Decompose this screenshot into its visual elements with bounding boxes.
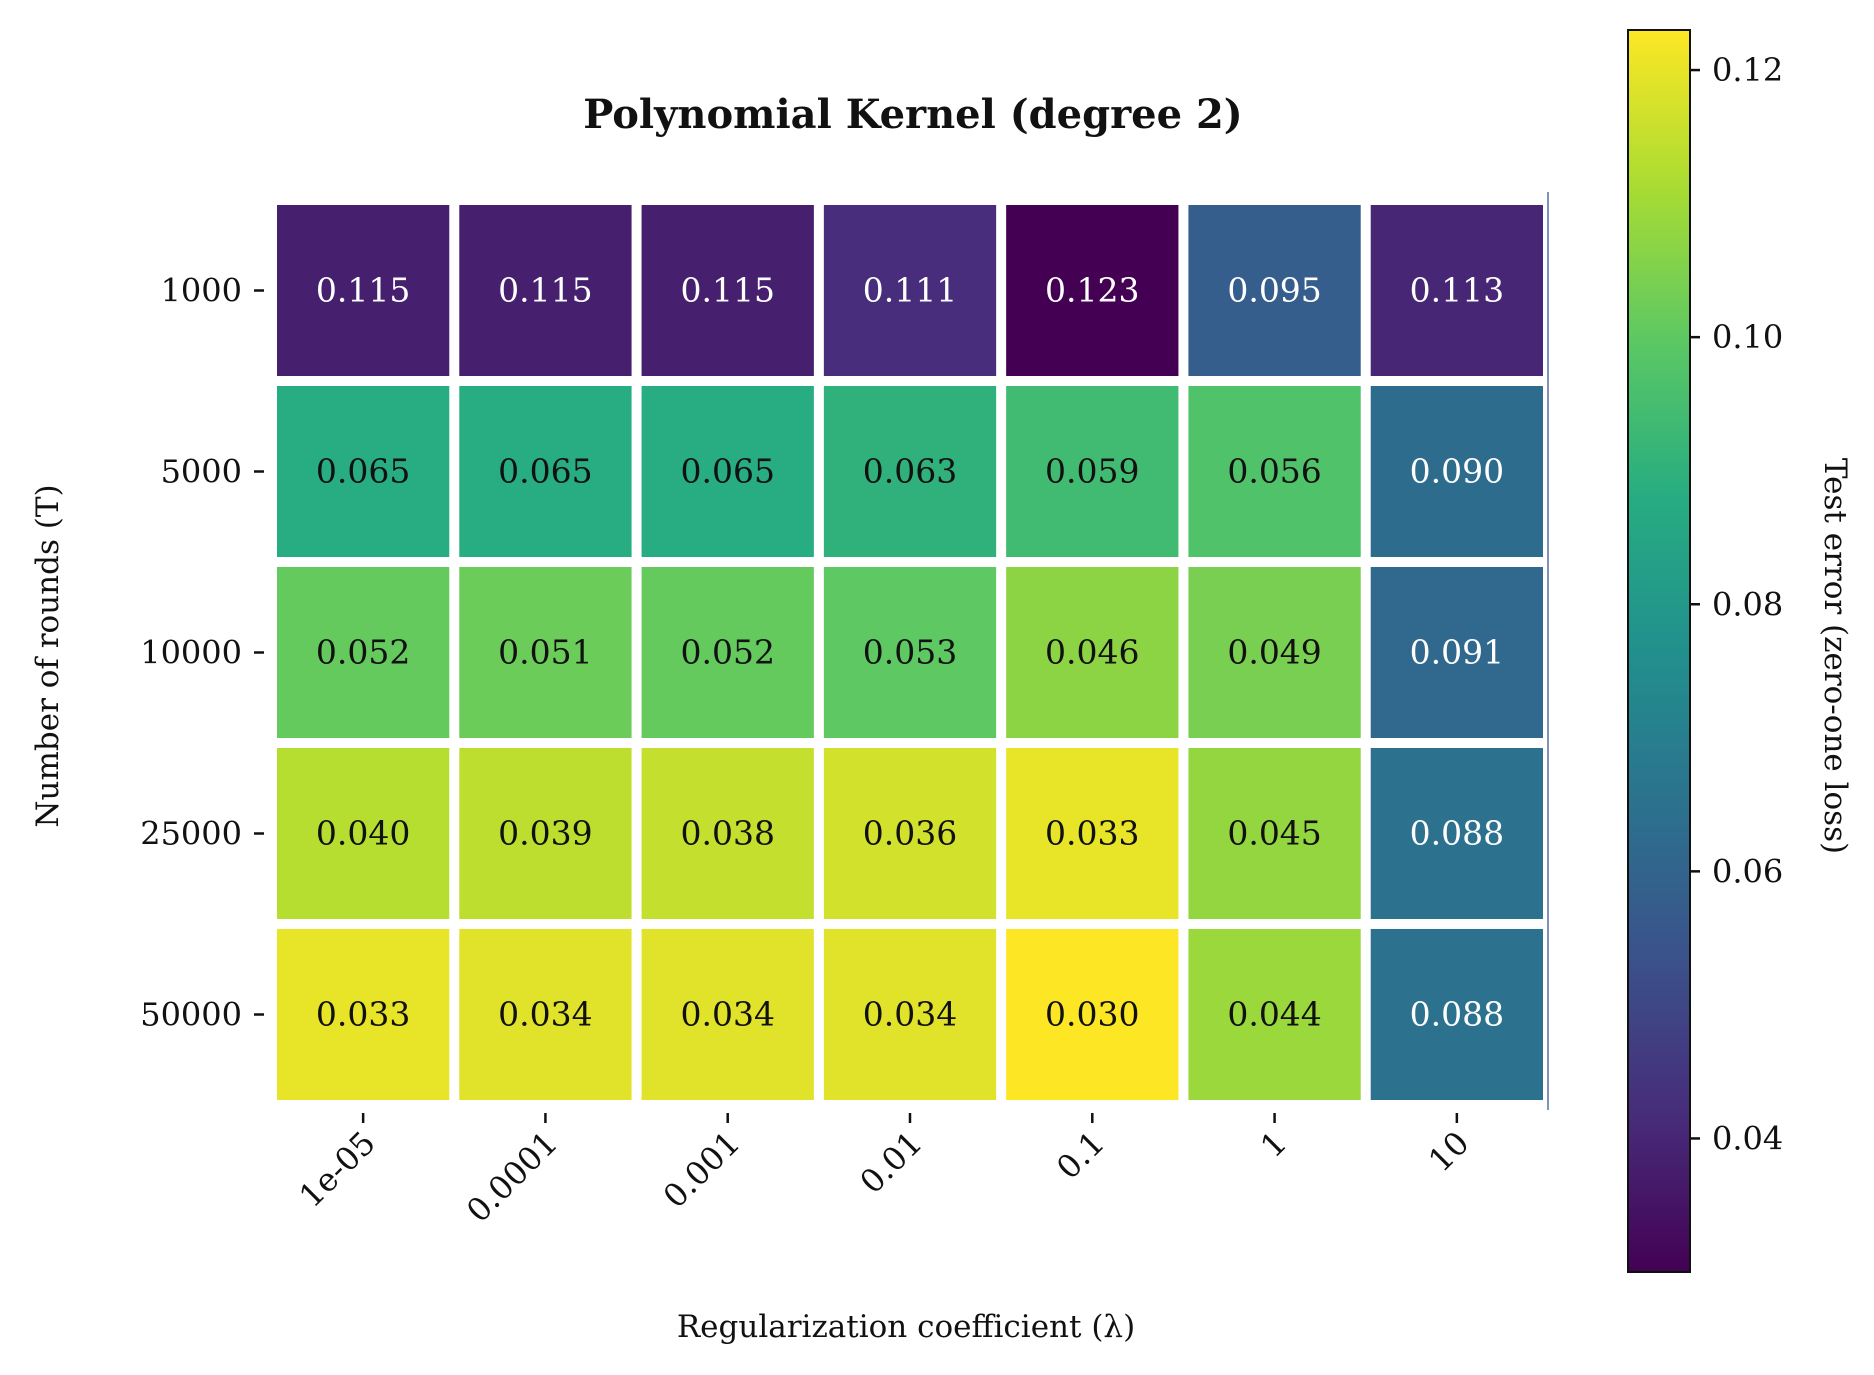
heatmap-cell xyxy=(641,748,814,919)
cell-value-label: 0.038 xyxy=(680,814,774,853)
x-axis: 1e-05 0.0001 0.001 0.01 0.1 1 10 xyxy=(292,1113,1477,1230)
cell-value-label: 0.044 xyxy=(1227,995,1321,1034)
heatmap-cell xyxy=(459,748,632,919)
colorbar-tick-label: 0.08 xyxy=(1712,585,1783,623)
cell-value-label: 0.039 xyxy=(498,814,592,853)
heatmap-cell xyxy=(277,748,450,919)
chart-title: Polynomial Kernel (degree 2) xyxy=(583,91,1242,138)
heatmap-cell xyxy=(459,567,632,738)
cell-value-label: 0.111 xyxy=(863,271,957,310)
colorbar-gradient xyxy=(1627,29,1691,1273)
cell-value-label: 0.065 xyxy=(498,452,592,491)
heatmap-cell xyxy=(641,929,814,1100)
colorbar-ticks: 0.04 0.06 0.08 0.10 0.12 xyxy=(1690,51,1783,1157)
cell-value-label: 0.090 xyxy=(1410,452,1504,491)
colorbar-tick-label: 0.10 xyxy=(1712,318,1783,356)
x-tick-label: 1e-05 xyxy=(292,1124,383,1215)
heatmap-cell xyxy=(1188,386,1361,557)
heatmap-cell xyxy=(459,205,632,376)
cell-value-label: 0.034 xyxy=(863,995,957,1034)
heatmap-cell xyxy=(277,386,450,557)
heatmap-cell xyxy=(459,929,632,1100)
heatmap-cell xyxy=(641,567,814,738)
cell-value-label: 0.033 xyxy=(1045,814,1139,853)
y-tick-label: 1000 xyxy=(161,272,242,310)
cell-value-label: 0.056 xyxy=(1227,452,1321,491)
cell-value-label: 0.088 xyxy=(1410,995,1504,1034)
x-axis-label: Regularization coefficient (λ) xyxy=(677,1309,1135,1345)
heatmap-cell xyxy=(1370,567,1543,738)
cell-value-label: 0.115 xyxy=(316,271,410,310)
heatmap-cell xyxy=(823,567,997,738)
cell-value-label: 0.030 xyxy=(1045,995,1139,1034)
heatmap-cell xyxy=(641,386,814,557)
cell-value-label: 0.059 xyxy=(1045,452,1139,491)
heatmap-cell xyxy=(1006,567,1179,738)
cell-value-label: 0.113 xyxy=(1410,271,1504,310)
colorbar-label: Test error (zero-one loss) xyxy=(1817,458,1853,854)
cell-value-label: 0.065 xyxy=(316,452,410,491)
y-tick-label: 5000 xyxy=(161,453,242,491)
x-tick-label: 0.001 xyxy=(656,1124,748,1216)
x-tick-label: 0.0001 xyxy=(459,1124,565,1230)
y-tick-label: 50000 xyxy=(140,996,242,1034)
y-tick-label: 25000 xyxy=(140,815,242,853)
colorbar-tick-label: 0.12 xyxy=(1712,51,1783,89)
heatmap-cell xyxy=(1188,567,1361,738)
heatmap-cell xyxy=(277,567,450,738)
heatmap-cell xyxy=(1006,205,1179,376)
cell-value-label: 0.033 xyxy=(316,995,410,1034)
heatmap-cell xyxy=(1188,748,1361,919)
heatmap-cell xyxy=(823,205,997,376)
heatmap-cell xyxy=(1006,748,1179,919)
heatmap-cell xyxy=(823,748,997,919)
colorbar-tick-label: 0.06 xyxy=(1712,852,1783,890)
cell-value-label: 0.049 xyxy=(1227,633,1321,672)
cell-value-label: 0.034 xyxy=(498,995,592,1034)
cell-value-label: 0.046 xyxy=(1045,633,1139,672)
cell-value-label: 0.053 xyxy=(863,633,957,672)
heatmap-cell xyxy=(823,929,997,1100)
cell-value-label: 0.034 xyxy=(680,995,774,1034)
cell-value-label: 0.123 xyxy=(1045,271,1139,310)
heatmap-cell xyxy=(1006,386,1179,557)
cell-value-label: 0.091 xyxy=(1410,633,1504,672)
y-axis: 1000 5000 10000 25000 50000 xyxy=(140,272,264,1034)
heatmap-cells: 0.115 0.115 0.115 0.111 0.123 0.095 0.113 0.065… xyxy=(277,192,1549,1110)
x-tick-label: 0.1 xyxy=(1049,1124,1112,1187)
cell-value-label: 0.040 xyxy=(316,814,410,853)
y-axis-label: Number of rounds (T) xyxy=(30,484,66,827)
heatmap-cell xyxy=(1370,748,1543,919)
cell-value-label: 0.088 xyxy=(1410,814,1504,853)
cell-value-label: 0.052 xyxy=(316,633,410,672)
heatmap-cell xyxy=(1188,205,1361,376)
cell-value-label: 0.065 xyxy=(680,452,774,491)
heatmap-cell xyxy=(1370,929,1543,1100)
x-tick-label: 0.01 xyxy=(852,1124,929,1201)
heatmap-cell xyxy=(1370,205,1543,376)
heatmap-cell xyxy=(823,386,997,557)
cell-value-label: 0.036 xyxy=(863,814,957,853)
heatmap-cell xyxy=(459,386,632,557)
cell-value-label: 0.063 xyxy=(863,452,957,491)
heatmap-cell xyxy=(1370,386,1543,557)
colorbar: 0.04 0.06 0.08 0.10 0.12 Test error (zero-on… xyxy=(1627,29,1853,1273)
heatmap-cell xyxy=(277,929,450,1100)
cell-value-label: 0.045 xyxy=(1227,814,1321,853)
x-tick-label: 1 xyxy=(1253,1124,1294,1165)
cell-value-label: 0.115 xyxy=(498,271,592,310)
y-tick-label: 10000 xyxy=(140,634,242,672)
cell-value-label: 0.095 xyxy=(1227,271,1321,310)
cell-value-label: 0.115 xyxy=(680,271,774,310)
heatmap-cell xyxy=(641,205,814,376)
cell-value-label: 0.051 xyxy=(498,633,592,672)
heatmap-cell xyxy=(1188,929,1361,1100)
heatmap-cell xyxy=(1006,929,1179,1100)
colorbar-tick-label: 0.04 xyxy=(1712,1119,1783,1157)
heatmap-cell xyxy=(277,205,450,376)
cell-value-label: 0.052 xyxy=(680,633,774,672)
x-tick-label: 10 xyxy=(1421,1124,1477,1180)
